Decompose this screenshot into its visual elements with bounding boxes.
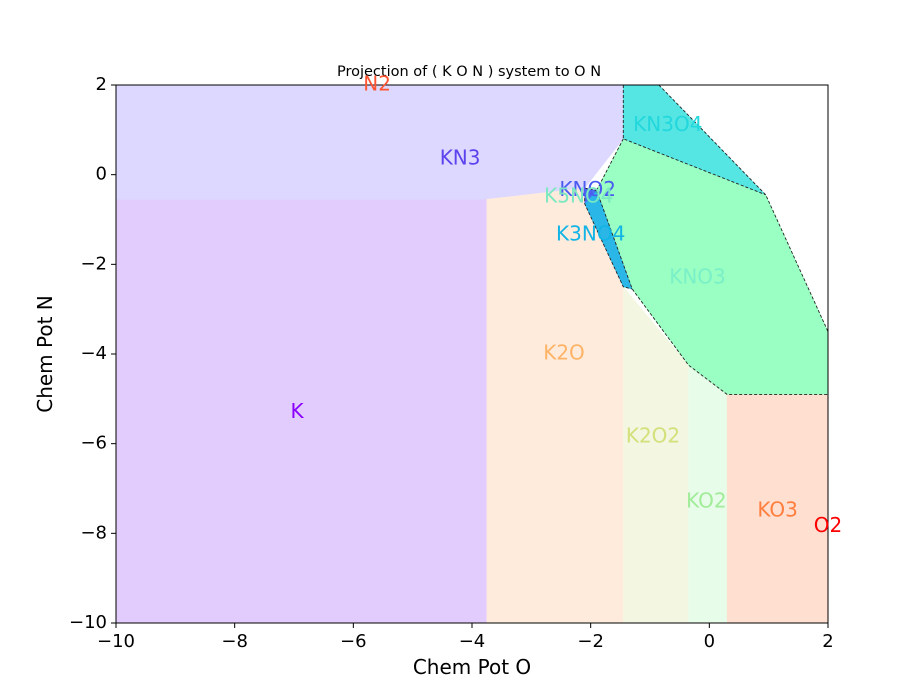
phase-boundary-1 [622, 85, 766, 196]
phase-boundary-5 [584, 188, 633, 290]
y-tick-label: 2 [96, 74, 107, 95]
region-label-kno3: KNO3 [669, 264, 726, 288]
region-label-k5no4: K5NO4 [544, 184, 613, 208]
region-label-o2: O2 [814, 513, 842, 537]
region-label-k2o2: K2O2 [626, 423, 680, 447]
x-tick-label: −8 [221, 631, 248, 652]
region-label-kn3o4: KN3O4 [633, 112, 702, 136]
region-label-n2: N2 [363, 72, 391, 96]
region-label-k3no4: K3NO4 [556, 222, 625, 246]
y-tick-label: −2 [80, 253, 107, 274]
y-tick-label: −4 [80, 343, 107, 364]
region-label-k2o: K2O [543, 341, 585, 365]
y-axis-ticks: −10 −8 −6 −4 −2 0 2 [69, 74, 116, 633]
region-kn3 [116, 85, 624, 200]
region-label-ko3: KO3 [757, 497, 798, 521]
phase-boundary-3 [596, 190, 828, 395]
region-label-ko2: KO2 [686, 488, 727, 512]
region-k2o [486, 187, 624, 623]
chart-title: Projection of ( K O N ) system to O N [337, 64, 601, 80]
x-axis-label: Chem Pot O [413, 655, 531, 679]
y-tick-label: −8 [80, 522, 107, 543]
region-label-k: K [290, 399, 304, 423]
x-tick-label: 2 [822, 631, 833, 652]
y-tick-label: −10 [69, 612, 107, 633]
y-tick-label: −6 [80, 433, 107, 454]
region-label-kn3: KN3 [440, 146, 481, 170]
x-tick-label: −2 [577, 631, 604, 652]
region-label-kno2: KNO2 [559, 177, 616, 201]
phase-boundary-0 [658, 85, 828, 332]
y-axis-label: Chem Pot N [33, 295, 57, 413]
y-tick-label: 0 [96, 164, 107, 185]
boundaries-layer [584, 85, 828, 395]
x-tick-label: 0 [704, 631, 715, 652]
x-tick-label: −6 [340, 631, 367, 652]
x-axis-ticks: −10 −8 −6 −4 −2 0 2 [97, 623, 834, 652]
phase-boundary-4 [584, 187, 597, 191]
x-tick-label: −10 [97, 631, 135, 652]
region-labels-layer: K KN3 K2O K2O2 KO2 KO3 KNO3 KN3O4 K3NO4 KNO2K5NO4… [290, 72, 842, 538]
region-ko3 [726, 394, 828, 623]
regions-layer [116, 85, 828, 623]
x-tick-label: −4 [459, 631, 486, 652]
